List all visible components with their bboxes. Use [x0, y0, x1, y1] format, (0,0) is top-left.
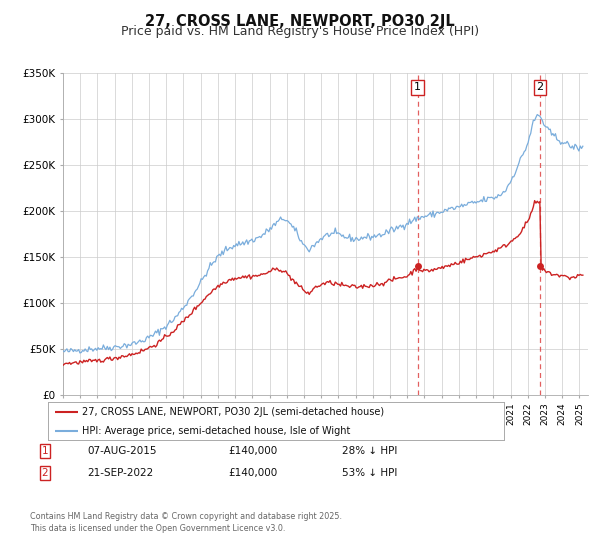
Text: £140,000: £140,000	[228, 468, 277, 478]
Text: 1: 1	[414, 82, 421, 92]
Text: Contains HM Land Registry data © Crown copyright and database right 2025.
This d: Contains HM Land Registry data © Crown c…	[30, 512, 342, 533]
Text: 21-SEP-2022: 21-SEP-2022	[87, 468, 153, 478]
Text: 27, CROSS LANE, NEWPORT, PO30 2JL (semi-detached house): 27, CROSS LANE, NEWPORT, PO30 2JL (semi-…	[82, 407, 385, 417]
Text: Price paid vs. HM Land Registry's House Price Index (HPI): Price paid vs. HM Land Registry's House …	[121, 25, 479, 38]
Text: 27, CROSS LANE, NEWPORT, PO30 2JL: 27, CROSS LANE, NEWPORT, PO30 2JL	[145, 14, 455, 29]
Text: 2: 2	[536, 82, 544, 92]
Text: 28% ↓ HPI: 28% ↓ HPI	[342, 446, 397, 456]
Text: £140,000: £140,000	[228, 446, 277, 456]
Text: 53% ↓ HPI: 53% ↓ HPI	[342, 468, 397, 478]
Text: HPI: Average price, semi-detached house, Isle of Wight: HPI: Average price, semi-detached house,…	[82, 426, 350, 436]
Text: 1: 1	[41, 446, 49, 456]
Text: 2: 2	[41, 468, 49, 478]
Text: 07-AUG-2015: 07-AUG-2015	[87, 446, 157, 456]
